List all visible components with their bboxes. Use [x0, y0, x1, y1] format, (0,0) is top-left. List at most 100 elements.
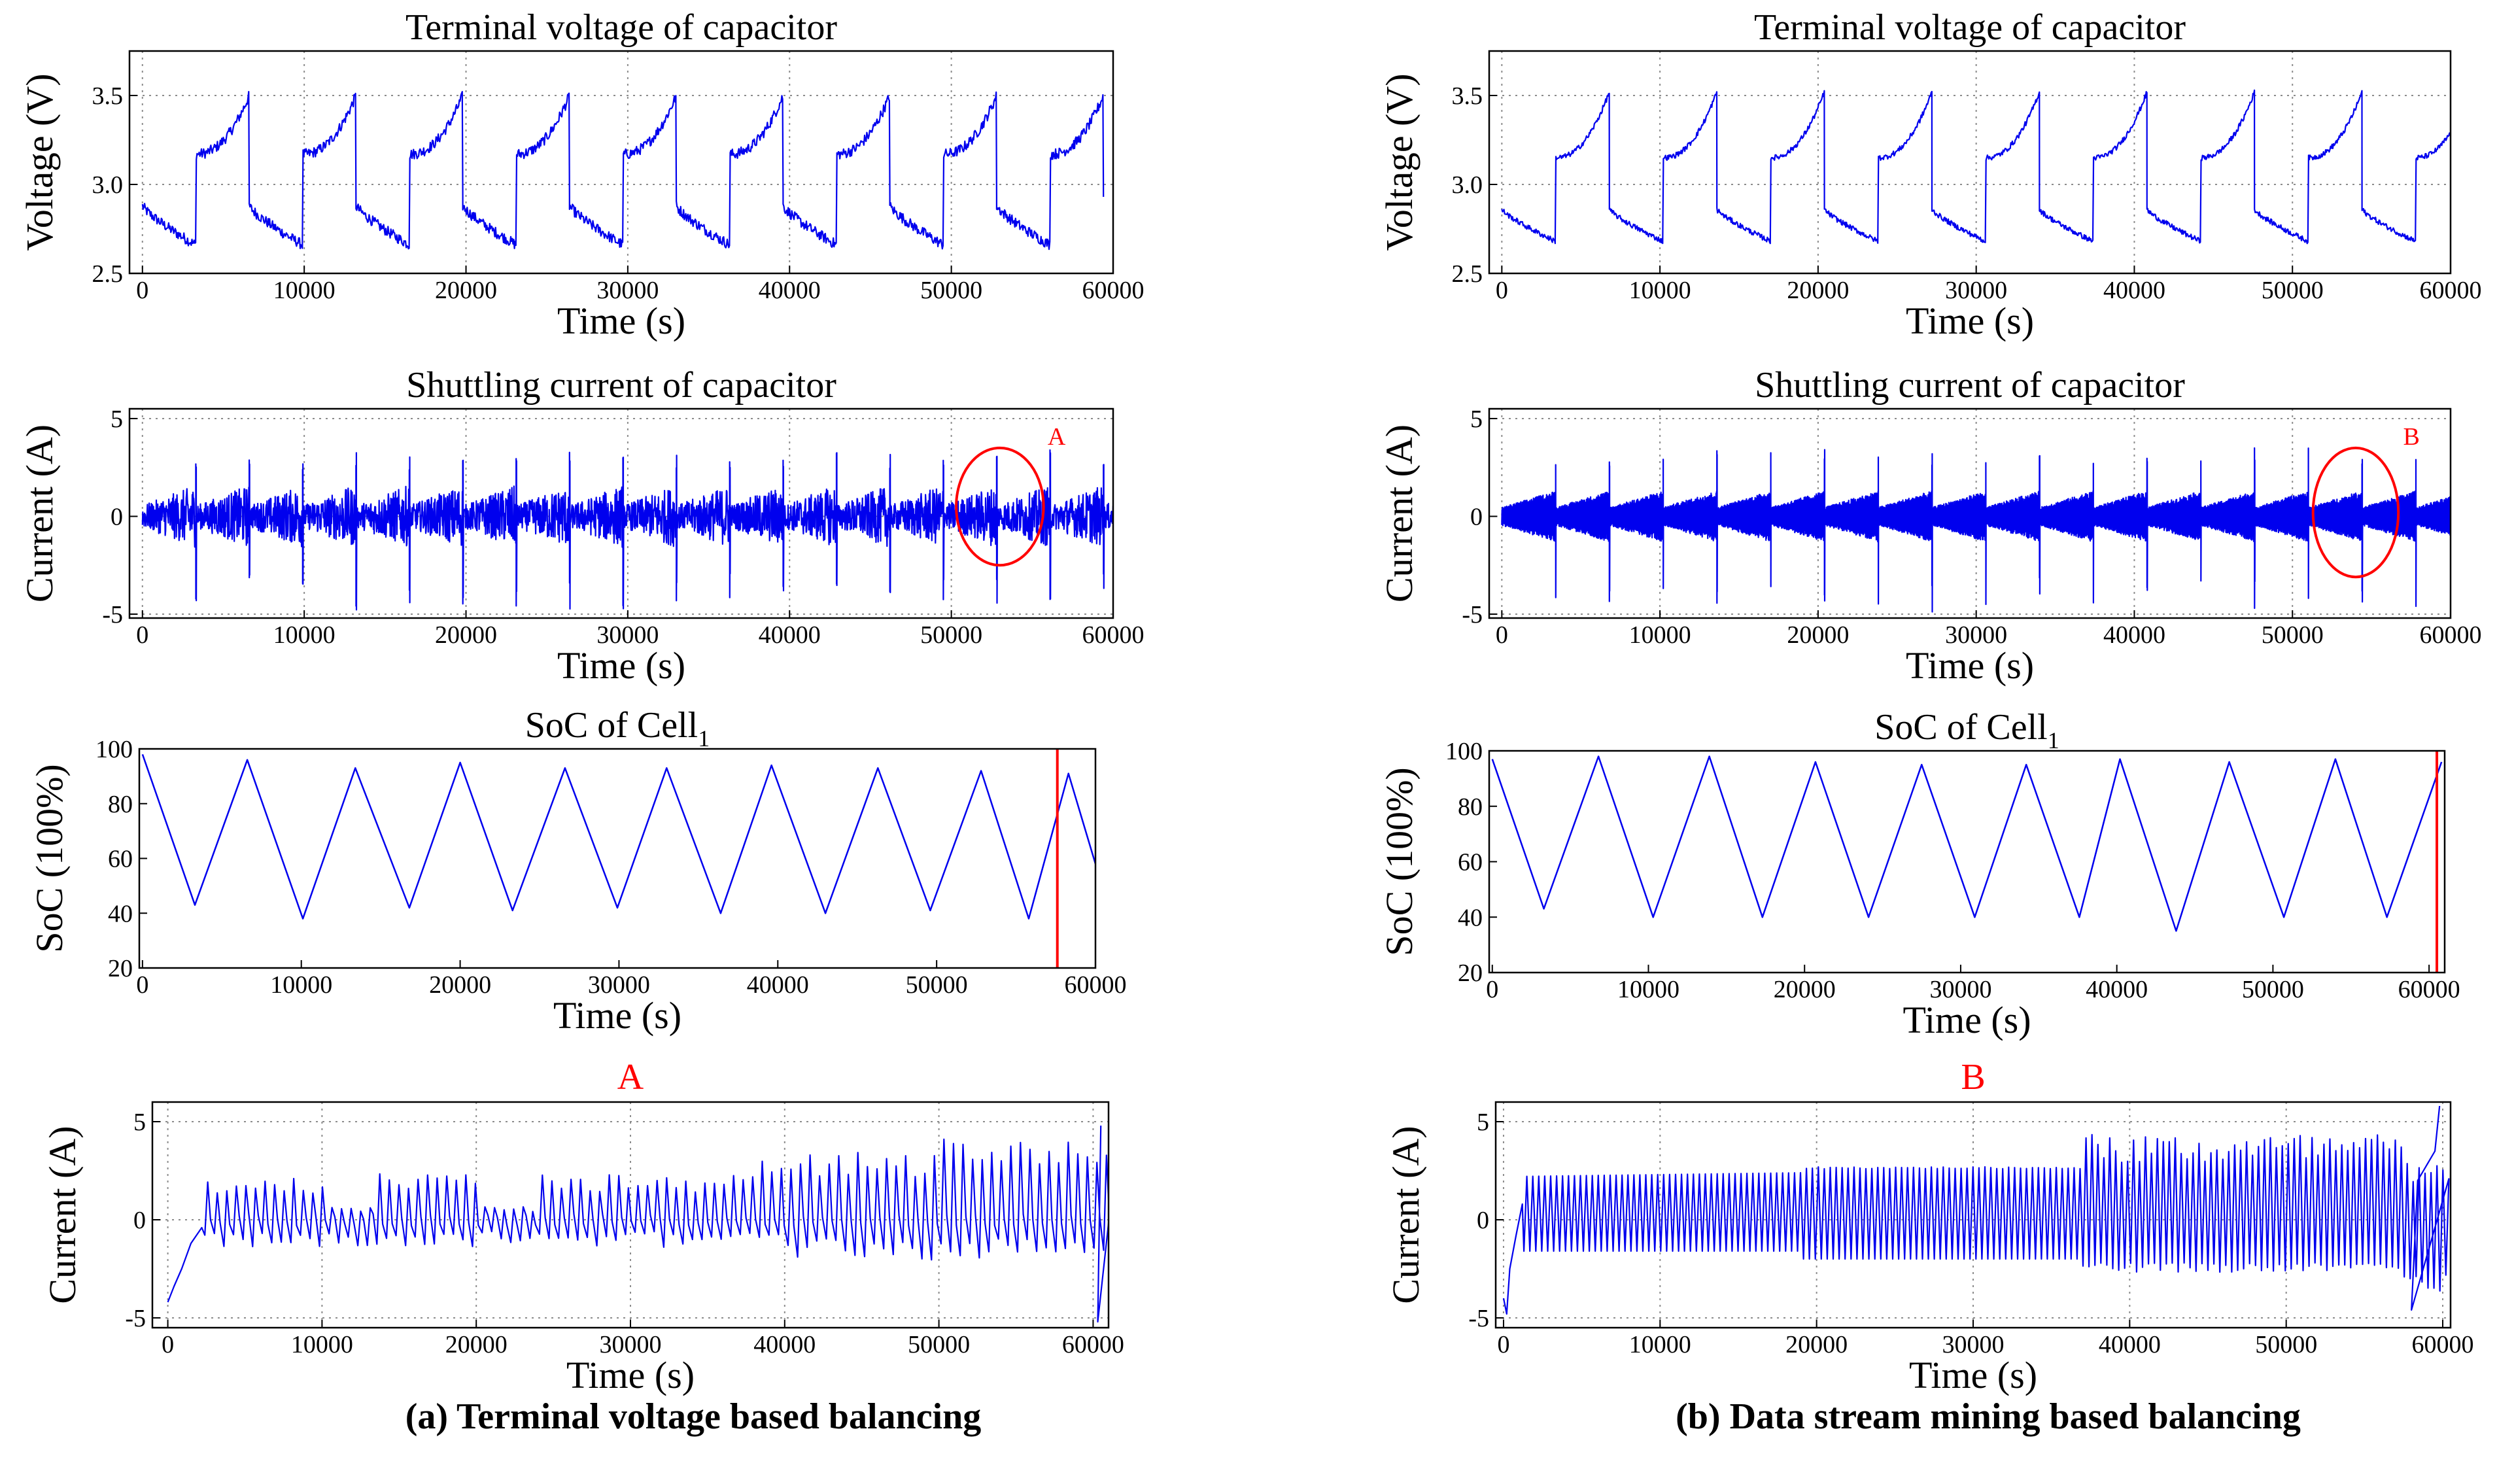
y-tick-label: -5: [1468, 1305, 1489, 1332]
x-tick-label: 50000: [2262, 277, 2324, 304]
plot-frame: [1488, 407, 2452, 619]
y-axis-label: SoC (100%): [28, 764, 71, 952]
x-tick-label: 60000: [1082, 621, 1145, 649]
chart-a_zoom: 0 10000 20000 30000 40000 50000 60000 -5 0 5 A Time…: [41, 1057, 1124, 1396]
y-axis-label: Voltage (V): [18, 73, 61, 250]
x-tick-label: 30000: [588, 971, 650, 999]
y-tick-label: 0: [111, 503, 123, 530]
chart-b_current: B 0 10000 20000 30000 40000 50000 60000 -5 0 5 Shut…: [1378, 365, 2482, 687]
x-tick-label: 40000: [2099, 1331, 2161, 1358]
chart-title: Terminal voltage of capacitor: [405, 7, 837, 48]
x-tick-label: 50000: [906, 971, 968, 999]
y-tick-label: 5: [1470, 406, 1483, 433]
y-axis-label: Current (A): [1385, 1126, 1427, 1303]
x-tick-label: 10000: [273, 621, 336, 649]
series-line-0: [167, 1125, 1109, 1323]
y-tick-label: 3.0: [92, 171, 124, 199]
series-line-0: [1501, 89, 2451, 245]
y-tick-label: 20: [1458, 959, 1483, 987]
x-axis-label: Time (s): [1906, 300, 2034, 342]
annotation-ellipse: [2311, 446, 2400, 579]
series-line-0: [141, 449, 1113, 611]
x-tick-label: 10000: [270, 971, 332, 999]
y-tick-label: 5: [1477, 1109, 1489, 1136]
y-tick-label: 60: [108, 846, 133, 873]
chart-title: Shuttling current of capacitor: [1755, 365, 2185, 406]
series-line-0: [1501, 447, 2451, 613]
x-tick-label: 30000: [1942, 1331, 2005, 1358]
x-tick-label: 20000: [1787, 621, 1849, 649]
x-tick-label: 0: [1496, 277, 1508, 304]
chart-b_voltage: 0 10000 20000 30000 40000 50000 60000 2.5 3.0 3.5…: [1378, 7, 2482, 342]
y-tick-label: 40: [1458, 904, 1483, 931]
y-axis-label: Current (A): [1378, 424, 1421, 602]
series-line-0: [1502, 1105, 2450, 1315]
y-tick-label: 40: [108, 900, 133, 927]
x-tick-label: 50000: [2262, 621, 2324, 649]
x-tick-label: 0: [1496, 621, 1508, 649]
x-tick-label: 10000: [273, 277, 336, 304]
caption-right: (b) Data stream mining based balancing: [1676, 1396, 2301, 1437]
chart-title: Shuttling current of capacitor: [406, 365, 836, 406]
chart-title: SoC of Cell1: [1874, 707, 2059, 753]
x-tick-label: 10000: [1629, 277, 1691, 304]
x-tick-label: 40000: [2103, 277, 2165, 304]
x-tick-label: 20000: [429, 971, 491, 999]
y-tick-label: 3.5: [1452, 82, 1483, 110]
x-tick-label: 60000: [1062, 1331, 1124, 1358]
x-tick-label: 30000: [596, 277, 659, 304]
x-tick-label: 20000: [435, 621, 497, 649]
x-tick-label: 50000: [2255, 1331, 2317, 1358]
y-tick-label: 3.5: [92, 82, 124, 110]
annotation-ellipse: [955, 446, 1045, 567]
y-axis-label: Current (A): [41, 1126, 84, 1303]
x-tick-label: 20000: [435, 277, 497, 304]
chart-title: SoC of Cell1: [525, 705, 710, 751]
y-tick-label: 0: [1477, 1207, 1489, 1234]
y-tick-label: 20: [108, 955, 133, 982]
y-tick-label: 80: [1458, 793, 1483, 821]
y-tick-label: 80: [108, 791, 133, 818]
x-tick-label: 30000: [1945, 621, 2007, 649]
x-axis-label: Time (s): [1909, 1354, 2037, 1396]
y-tick-label: 100: [95, 736, 133, 763]
y-tick-label: 3.0: [1452, 171, 1483, 199]
annotation-label: A: [1048, 423, 1066, 451]
x-axis-label: Time (s): [1903, 999, 2031, 1041]
y-axis-label: Current (A): [18, 424, 61, 602]
x-tick-label: 0: [162, 1331, 174, 1358]
series-line-0: [141, 753, 1095, 920]
x-tick-label: 10000: [291, 1331, 353, 1358]
x-tick-label: 40000: [2103, 621, 2165, 649]
y-tick-label: 2.5: [92, 260, 124, 288]
y-tick-label: 0: [1470, 503, 1483, 530]
x-tick-label: 60000: [2420, 621, 2482, 649]
x-axis-label: Time (s): [566, 1354, 695, 1396]
x-tick-label: 50000: [908, 1331, 970, 1358]
chart-title: Terminal voltage of capacitor: [1754, 7, 2186, 48]
plot-frame: [138, 748, 1097, 969]
x-tick-label: 10000: [1629, 621, 1691, 649]
chart-title-subscript: 1: [698, 725, 710, 751]
series-line-0: [1491, 755, 2443, 932]
plot-frame: [128, 50, 1114, 275]
series-line-0: [141, 91, 1105, 250]
y-tick-label: -5: [125, 1305, 146, 1332]
x-tick-label: 60000: [2420, 277, 2482, 304]
chart-b_zoom: 0 10000 20000 30000 40000 50000 60000 -5 0 5 B Time…: [1385, 1057, 2474, 1396]
y-axis-label: SoC (100%): [1378, 767, 1421, 956]
x-tick-label: 30000: [600, 1331, 662, 1358]
plot-frame: [1488, 50, 2452, 275]
chart-a_soc: 0 10000 20000 30000 40000 50000 60000 20 40 60 80 1…: [28, 705, 1127, 1037]
x-tick-label: 0: [136, 621, 148, 649]
x-axis-label: Time (s): [557, 300, 685, 342]
x-tick-label: 20000: [445, 1331, 508, 1358]
x-tick-label: 40000: [759, 277, 821, 304]
annotation-label: B: [2403, 423, 2420, 451]
x-tick-label: 60000: [2398, 976, 2460, 1003]
chart-title: B: [1961, 1057, 1985, 1097]
caption-left: (a) Terminal voltage based balancing: [405, 1396, 982, 1437]
x-tick-label: 10000: [1617, 976, 1679, 1003]
y-tick-label: 2.5: [1452, 260, 1483, 288]
y-tick-label: 5: [133, 1109, 146, 1136]
